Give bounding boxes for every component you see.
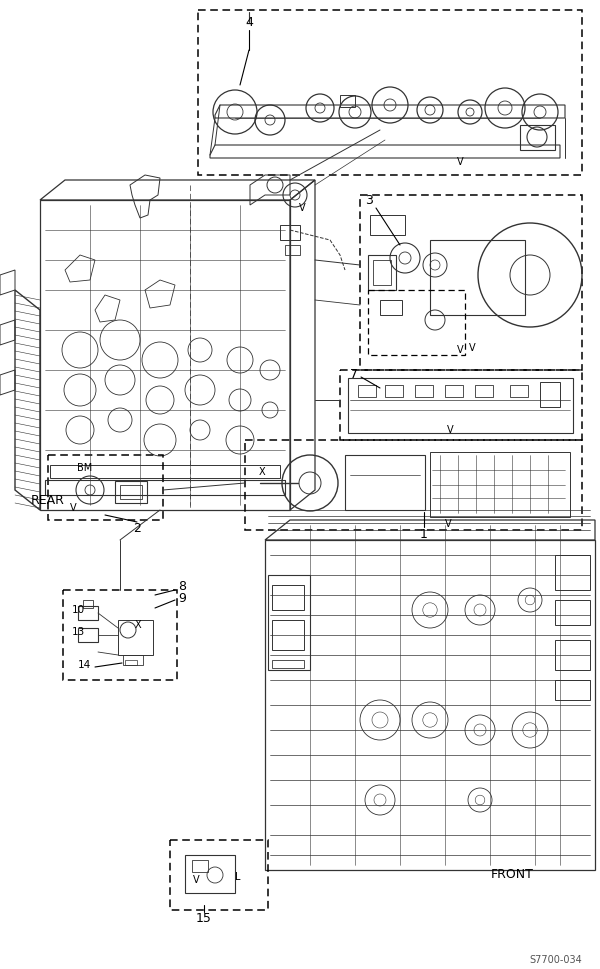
Bar bbox=[430, 452, 570, 517]
Bar bbox=[358, 385, 376, 397]
Text: V: V bbox=[457, 345, 463, 355]
Bar bbox=[348, 378, 573, 433]
Bar bbox=[198, 10, 582, 175]
Bar bbox=[368, 290, 465, 355]
Text: V: V bbox=[299, 203, 305, 213]
Text: V: V bbox=[193, 875, 199, 885]
Text: S7700-034: S7700-034 bbox=[529, 955, 582, 965]
Bar bbox=[360, 195, 582, 370]
Text: V: V bbox=[70, 503, 76, 513]
Bar bbox=[115, 481, 147, 503]
Bar bbox=[245, 440, 582, 530]
Text: X: X bbox=[259, 467, 265, 477]
Bar bbox=[170, 840, 268, 910]
Bar bbox=[430, 240, 525, 315]
Bar bbox=[280, 225, 300, 240]
Bar bbox=[520, 125, 555, 150]
Bar bbox=[510, 385, 528, 397]
Text: 13: 13 bbox=[72, 627, 85, 637]
Bar bbox=[373, 260, 391, 285]
Text: 1: 1 bbox=[420, 527, 428, 541]
Text: 7: 7 bbox=[350, 367, 358, 381]
Bar bbox=[192, 860, 208, 872]
Text: X: X bbox=[134, 620, 142, 630]
Bar bbox=[340, 95, 355, 107]
Text: V: V bbox=[445, 519, 451, 529]
Text: L: L bbox=[235, 872, 241, 882]
Text: FRONT: FRONT bbox=[491, 868, 534, 882]
Bar bbox=[125, 660, 137, 665]
Bar bbox=[385, 385, 403, 397]
Bar bbox=[272, 585, 304, 610]
Bar bbox=[48, 455, 163, 520]
Bar bbox=[380, 300, 402, 315]
Bar bbox=[415, 385, 433, 397]
Bar bbox=[120, 485, 142, 499]
Bar bbox=[123, 655, 143, 665]
Bar bbox=[555, 680, 590, 700]
Bar bbox=[185, 855, 235, 893]
Bar bbox=[345, 455, 425, 510]
Text: 14: 14 bbox=[78, 660, 91, 670]
Bar bbox=[272, 620, 304, 650]
Text: REAR: REAR bbox=[31, 493, 65, 507]
Bar bbox=[555, 600, 590, 625]
Text: V: V bbox=[446, 425, 454, 435]
Text: 9: 9 bbox=[178, 591, 186, 605]
Bar bbox=[368, 255, 396, 290]
Bar bbox=[370, 215, 405, 235]
Text: 4: 4 bbox=[245, 16, 253, 28]
Text: 2: 2 bbox=[133, 521, 141, 535]
Bar bbox=[555, 555, 590, 590]
Text: V: V bbox=[469, 343, 475, 353]
Bar bbox=[555, 640, 590, 670]
Bar bbox=[78, 628, 98, 642]
Bar bbox=[78, 606, 98, 620]
Bar bbox=[83, 600, 93, 608]
Bar bbox=[475, 385, 493, 397]
Bar bbox=[285, 245, 300, 255]
Bar bbox=[340, 370, 582, 440]
Text: 10: 10 bbox=[72, 605, 85, 615]
Bar bbox=[272, 660, 304, 668]
Bar bbox=[445, 385, 463, 397]
Bar bbox=[63, 590, 177, 680]
Text: 3: 3 bbox=[365, 194, 373, 206]
Bar bbox=[118, 620, 153, 655]
Text: 15: 15 bbox=[196, 912, 212, 924]
Text: BM: BM bbox=[77, 463, 92, 473]
Text: V: V bbox=[457, 157, 463, 167]
Text: 8: 8 bbox=[178, 580, 186, 593]
Bar bbox=[540, 382, 560, 407]
